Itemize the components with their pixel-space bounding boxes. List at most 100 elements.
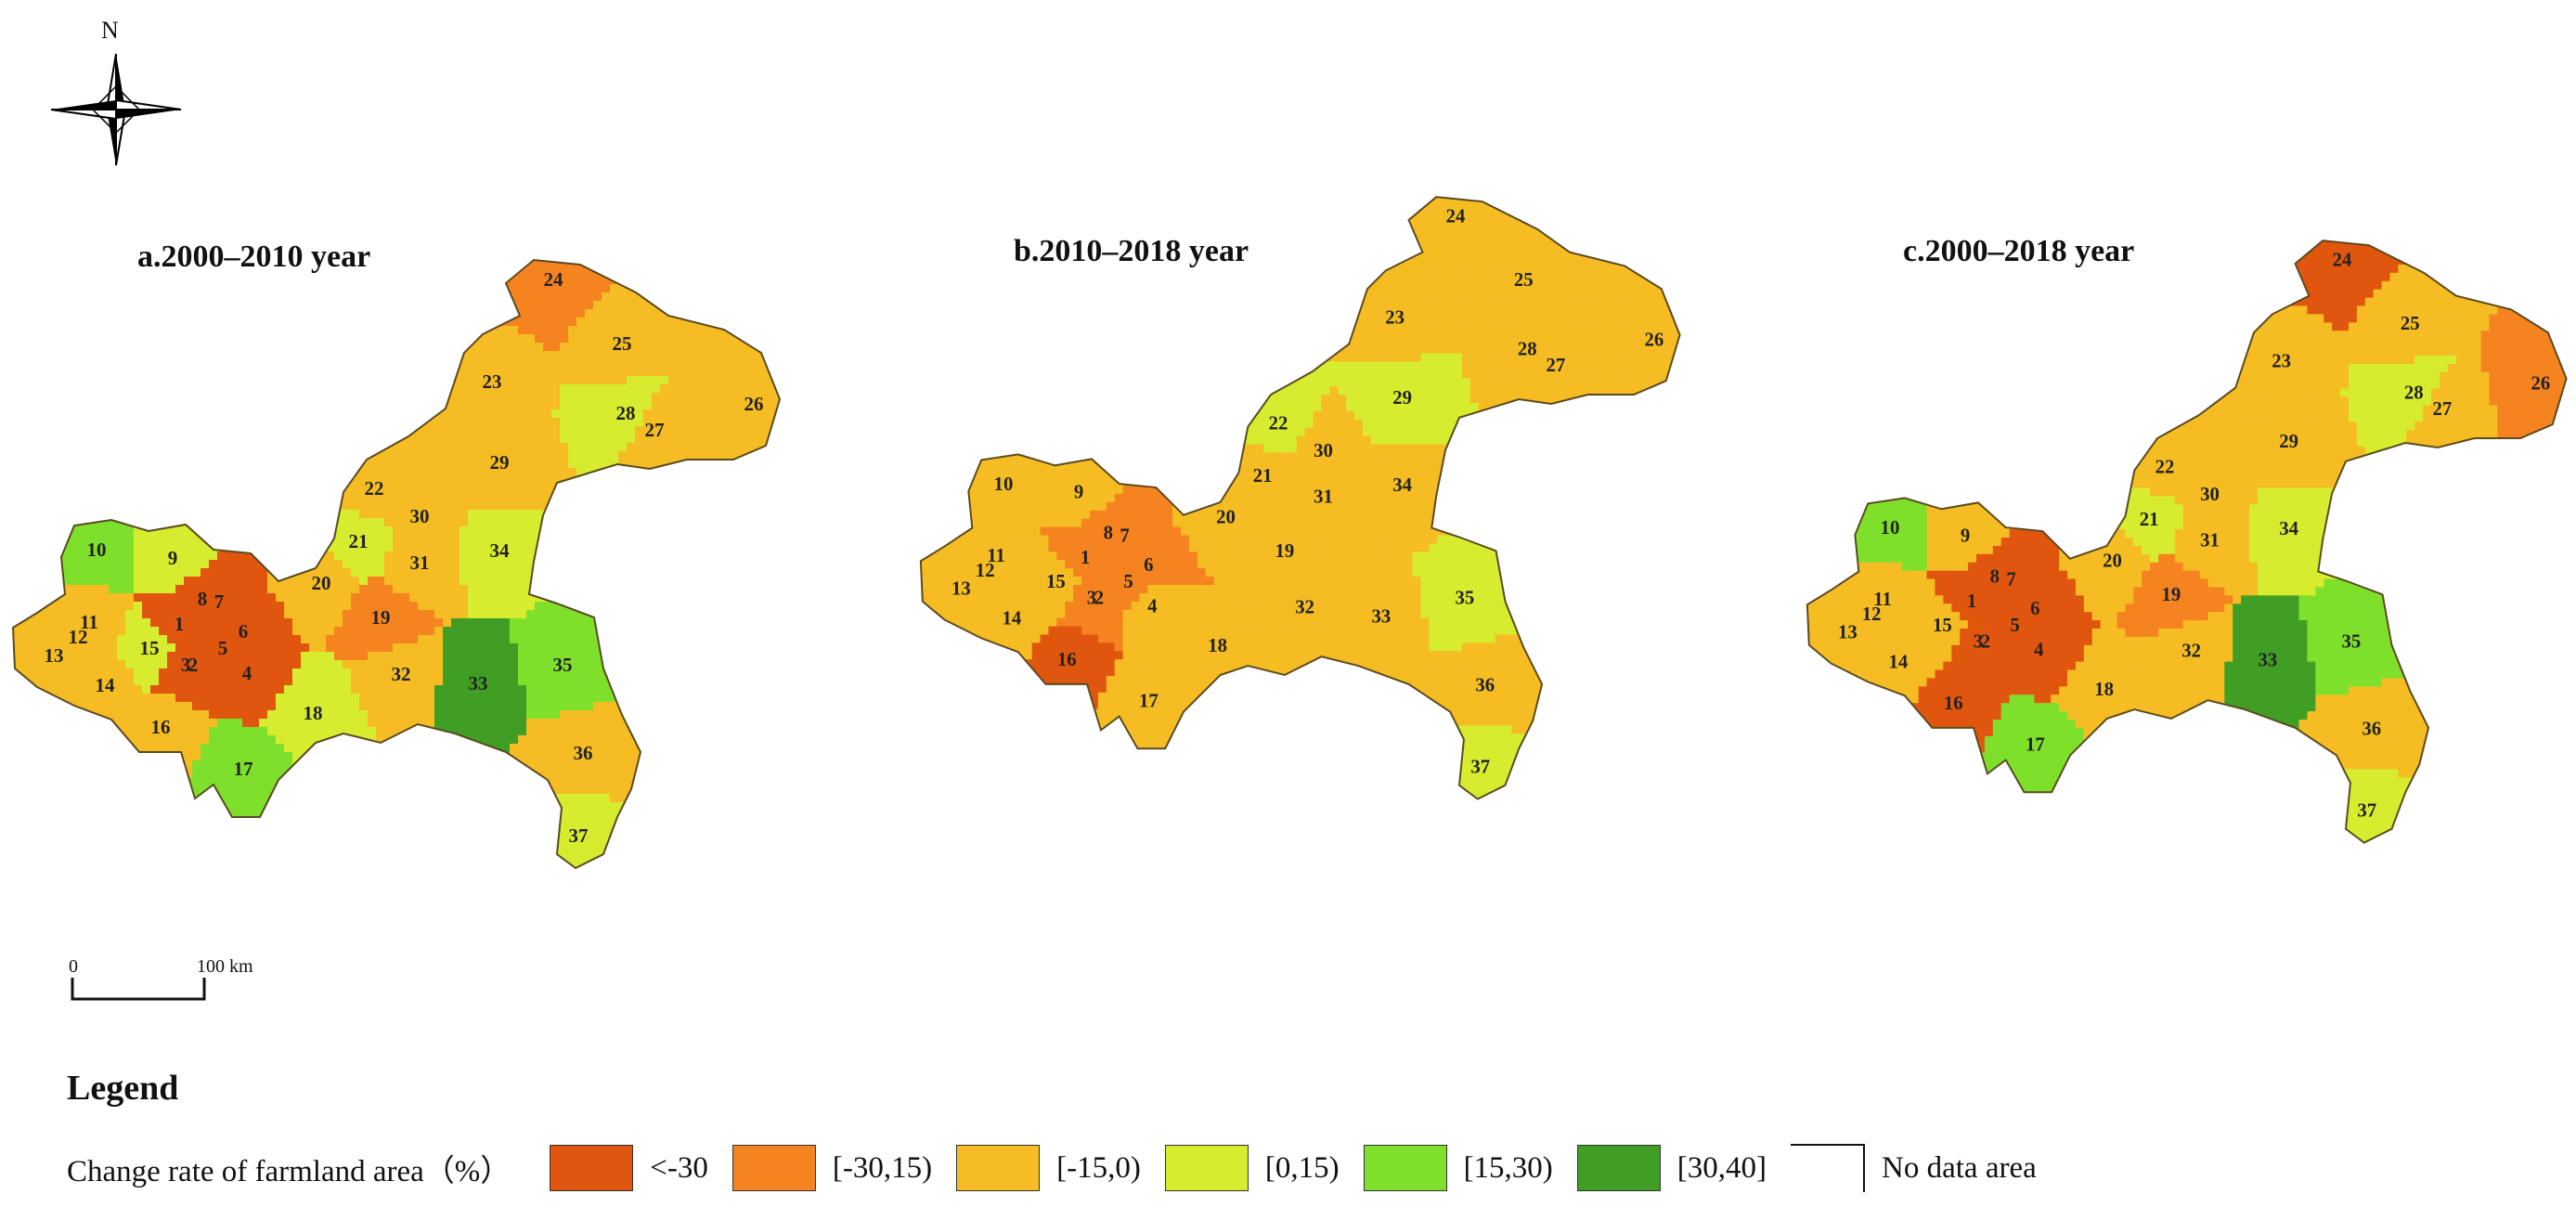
district-label-4: 4 <box>2034 639 2043 660</box>
district-label-14: 14 <box>96 674 116 696</box>
district-label-16: 16 <box>151 716 171 738</box>
district-label-35: 35 <box>553 654 573 676</box>
scale-label-distance: 100 km <box>197 956 253 978</box>
legend-swatch <box>1164 1145 1249 1191</box>
legend-swatch <box>731 1145 816 1191</box>
district-label-32: 32 <box>1295 596 1314 617</box>
district-label-2: 2 <box>1094 588 1104 609</box>
district-label-3: 3 <box>1974 631 1983 653</box>
district-label-7: 7 <box>1120 525 1129 546</box>
legend-item-lt-30: <-30 <box>550 1145 708 1191</box>
legend-swatch-no-data <box>1791 1144 1866 1192</box>
district-label-26: 26 <box>2531 372 2550 394</box>
district-label-29: 29 <box>490 451 510 474</box>
district-label-35: 35 <box>1456 588 1475 609</box>
district-label-20: 20 <box>1216 506 1236 527</box>
district-label-12: 12 <box>976 560 995 581</box>
district-label-4: 4 <box>1147 595 1157 616</box>
scale-bar <box>71 978 206 1001</box>
district-label-24: 24 <box>1446 206 1466 227</box>
district-label-6: 6 <box>2030 598 2039 619</box>
district-label-5: 5 <box>2010 615 2019 636</box>
district-label-17: 17 <box>234 758 253 780</box>
district-label-22: 22 <box>2155 456 2175 477</box>
district-label-27: 27 <box>645 419 665 441</box>
district-label-21: 21 <box>1253 465 1273 487</box>
district-label-32: 32 <box>2181 640 2201 661</box>
map-panels: 123 4567891011121314151617181920212223242… <box>11 196 2568 870</box>
district-label-30: 30 <box>410 505 430 527</box>
district-regions <box>1806 240 2567 843</box>
district-label-14: 14 <box>1002 607 1021 629</box>
district-label-2: 2 <box>188 654 199 676</box>
legend: Change rate of farmland area（%） <-30 [-3… <box>67 1140 2061 1196</box>
district-label-10: 10 <box>994 474 1014 495</box>
district-label-17: 17 <box>2026 733 2045 755</box>
district-label-24: 24 <box>544 268 564 291</box>
district-label-9: 9 <box>1074 482 1083 503</box>
district-label-16: 16 <box>1057 649 1077 670</box>
district-label-10: 10 <box>1881 517 1900 539</box>
district-label-23: 23 <box>2272 351 2291 372</box>
district-label-12: 12 <box>69 626 88 648</box>
district-label-9: 9 <box>168 547 178 569</box>
district-label-33: 33 <box>1371 605 1391 627</box>
panel-title-a: a.2000–2010 year <box>137 240 370 275</box>
district-label-20: 20 <box>312 572 331 594</box>
district-label-29: 29 <box>1392 387 1412 409</box>
district-label-37: 37 <box>569 824 589 847</box>
district-label-1: 1 <box>175 613 185 635</box>
legend-title: Legend <box>67 1068 178 1109</box>
district-label-36: 36 <box>2362 719 2381 740</box>
legend-item-30-15: [-30,15) <box>731 1145 932 1191</box>
district-label-24: 24 <box>2333 250 2352 271</box>
district-label-19: 19 <box>1275 540 1295 562</box>
district-label-18: 18 <box>2094 679 2114 700</box>
panel-title-b: b.2010–2018 year <box>1014 234 1249 269</box>
district-label-22: 22 <box>365 477 384 500</box>
district-label-15: 15 <box>1933 615 1952 636</box>
district-label-29: 29 <box>2279 431 2298 452</box>
district-label-37: 37 <box>1470 757 1490 778</box>
district-label-15: 15 <box>140 637 160 659</box>
district-label-8: 8 <box>198 588 208 610</box>
district-label-27: 27 <box>1547 355 1566 376</box>
district-label-18: 18 <box>1208 635 1227 656</box>
district-label-14: 14 <box>1888 651 1908 672</box>
district-label-6: 6 <box>1144 554 1153 576</box>
district-label-15: 15 <box>1046 571 1066 592</box>
map-panel-c: 123 4567891011121314151617181920212223242… <box>1806 240 2568 844</box>
district-label-21: 21 <box>349 530 369 552</box>
district-label-6: 6 <box>239 620 249 642</box>
district-label-19: 19 <box>2162 584 2181 605</box>
district-label-33: 33 <box>2258 649 2277 670</box>
district-label-31: 31 <box>410 552 430 574</box>
district-label-25: 25 <box>2401 313 2420 334</box>
district-label-23: 23 <box>1385 307 1405 329</box>
district-label-7: 7 <box>2006 568 2015 590</box>
district-label-5: 5 <box>1123 571 1133 592</box>
district-label-30: 30 <box>1314 440 1333 461</box>
district-label-4: 4 <box>242 662 252 684</box>
district-label-2: 2 <box>1981 631 1990 653</box>
district-label-17: 17 <box>1139 690 1159 711</box>
district-label-28: 28 <box>616 402 636 424</box>
district-label-36: 36 <box>574 742 593 764</box>
north-arrow-icon <box>50 53 182 166</box>
map-panel-a: 123 4567891011121314151617181920212223242… <box>11 258 782 870</box>
district-label-37: 37 <box>2357 800 2376 822</box>
district-label-3: 3 <box>1087 588 1096 609</box>
legend-item-no-data: No data area <box>1791 1144 2037 1192</box>
district-label-30: 30 <box>2200 484 2220 505</box>
legend-swatch <box>956 1145 1041 1191</box>
region-outline <box>919 196 1681 800</box>
district-label-11: 11 <box>1873 589 1892 610</box>
district-label-25: 25 <box>613 332 632 355</box>
district-regions <box>13 260 780 868</box>
district-label-35: 35 <box>2342 631 2362 653</box>
district-label-13: 13 <box>951 578 971 600</box>
district-label-32: 32 <box>392 663 411 685</box>
map-panel-b: 123 4567891011121314151617181920212223242… <box>919 196 1681 800</box>
district-label-31: 31 <box>2200 530 2220 552</box>
district-label-3: 3 <box>181 654 191 676</box>
